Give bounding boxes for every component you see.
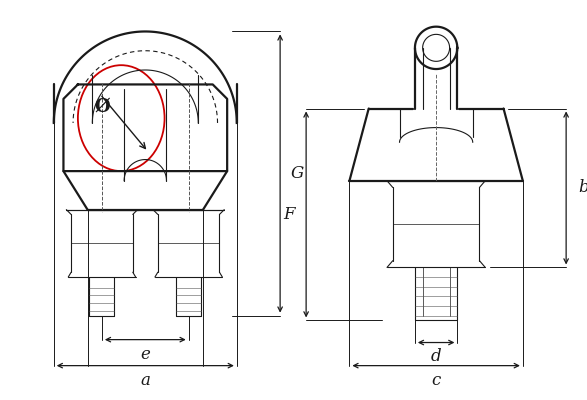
Text: b: b <box>578 180 587 196</box>
Text: G: G <box>291 165 304 182</box>
Text: a: a <box>140 372 150 388</box>
Text: F: F <box>283 206 295 223</box>
Text: d: d <box>431 348 441 366</box>
Text: c: c <box>431 372 441 388</box>
Text: e: e <box>140 346 150 362</box>
Text: Ø: Ø <box>94 98 110 116</box>
